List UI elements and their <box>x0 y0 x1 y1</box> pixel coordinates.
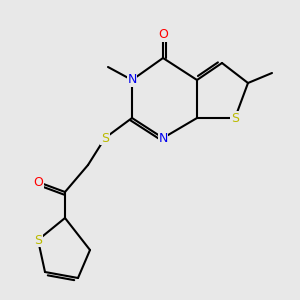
Text: S: S <box>101 131 109 145</box>
Text: N: N <box>158 131 168 145</box>
Text: S: S <box>231 112 239 124</box>
Text: O: O <box>33 176 43 188</box>
Text: N: N <box>127 74 137 86</box>
Text: S: S <box>34 233 42 247</box>
Text: O: O <box>158 28 168 41</box>
